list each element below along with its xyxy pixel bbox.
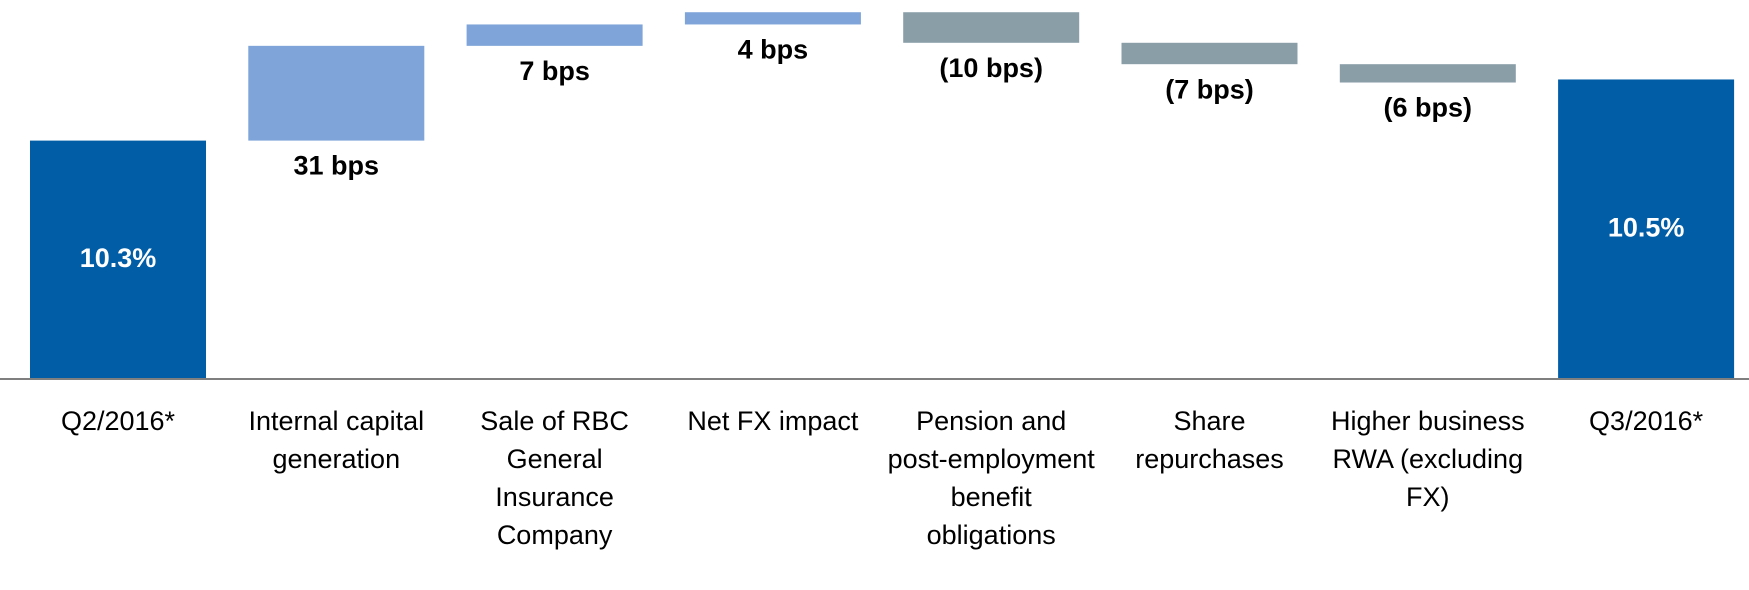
value-label: (10 bps)	[939, 53, 1043, 83]
x-tick-label: Net FX impact	[687, 406, 859, 436]
bar	[684, 12, 861, 25]
bar	[248, 45, 425, 141]
value-label: 31 bps	[294, 151, 380, 181]
x-tick-label: Internal capital generation	[248, 406, 425, 474]
bar	[1558, 79, 1735, 379]
x-tick-label: Sale of RBC General Insurance Company	[480, 406, 629, 550]
bar	[1121, 42, 1298, 65]
value-label: 10.3%	[80, 243, 157, 273]
x-tick-label: Higher business RWA (excluding FX)	[1330, 406, 1525, 512]
x-tick-label: Q3/2016*	[1589, 406, 1704, 436]
value-label: (7 bps)	[1165, 74, 1254, 104]
value-label: (6 bps)	[1384, 93, 1473, 123]
bar	[903, 12, 1080, 43]
value-label: 7 bps	[519, 56, 590, 86]
x-tick-label: Q2/2016*	[60, 406, 176, 436]
x-tick-label: Pension and post-employment benefit obli…	[887, 406, 1095, 550]
bar	[1339, 64, 1516, 83]
value-label: 10.5%	[1608, 212, 1685, 242]
bar	[466, 24, 643, 46]
bar	[30, 140, 206, 379]
value-label: 4 bps	[738, 35, 809, 65]
x-tick-label: Share repurchases	[1135, 406, 1284, 474]
